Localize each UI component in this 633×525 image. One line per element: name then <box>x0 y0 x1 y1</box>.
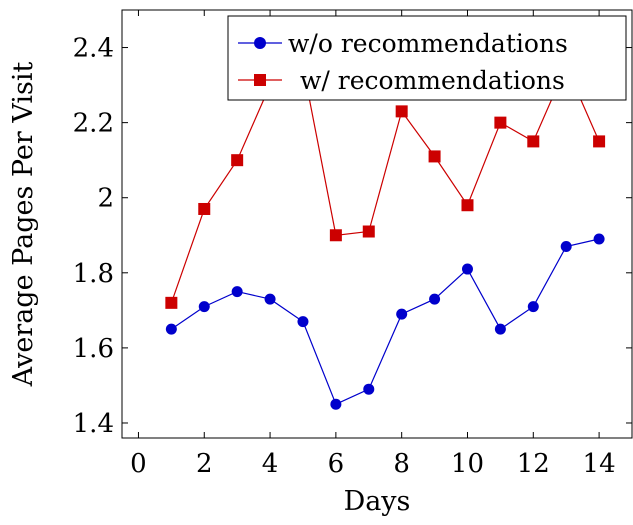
series-line-w-o-recommendations <box>171 238 600 406</box>
data-point-w-o-recommendations <box>165 323 177 335</box>
x-tick-label: 4 <box>262 449 279 479</box>
data-point-w-o-recommendations <box>231 286 243 298</box>
data-point-w-recommendations <box>527 135 540 148</box>
legend-label-w-recommendations: w/ recommendations <box>300 66 565 95</box>
y-axis-label: Average Pages Per Visit <box>8 62 39 388</box>
data-point-w-o-recommendations <box>560 241 572 253</box>
data-point-w-recommendations <box>165 296 178 309</box>
data-point-w-o-recommendations <box>593 233 605 245</box>
data-point-w-recommendations <box>494 116 507 129</box>
data-point-w-o-recommendations <box>429 293 441 305</box>
data-point-w-o-recommendations <box>527 301 539 313</box>
x-tick-label: 0 <box>130 449 147 479</box>
data-point-w-o-recommendations <box>363 383 375 395</box>
legend: w/o recommendations w/ recommendations <box>227 15 627 101</box>
data-point-w-recommendations <box>231 154 244 167</box>
y-tick-label: 2 <box>97 184 114 214</box>
data-point-w-recommendations <box>461 199 474 212</box>
data-point-w-o-recommendations <box>198 301 210 313</box>
data-point-w-o-recommendations <box>330 398 342 410</box>
x-tick-label: 6 <box>328 449 345 479</box>
x-tick-label: 10 <box>451 449 484 479</box>
data-point-w-o-recommendations <box>494 323 506 335</box>
legend-box <box>227 15 627 101</box>
data-point-w-o-recommendations <box>461 263 473 275</box>
x-axis-label: Days <box>344 486 411 517</box>
legend-marker-w-recommendations <box>254 74 266 86</box>
x-tick-label: 8 <box>393 449 410 479</box>
x-tick-label: 2 <box>196 449 213 479</box>
data-point-w-o-recommendations <box>396 308 408 320</box>
x-tick-label: 12 <box>517 449 550 479</box>
data-point-w-recommendations <box>329 229 342 242</box>
y-tick-label: 2.2 <box>73 109 114 139</box>
legend-marker-wo-recommendations <box>254 37 266 49</box>
y-tick-label: 1.6 <box>73 334 114 364</box>
data-point-w-recommendations <box>428 150 441 163</box>
y-tick-label: 1.4 <box>73 409 114 439</box>
series-line-w-recommendations <box>170 64 600 303</box>
data-point-w-recommendations <box>395 105 408 118</box>
y-tick-label: 2.4 <box>73 34 114 64</box>
data-point-w-recommendations <box>593 135 606 148</box>
data-point-w-o-recommendations <box>264 293 276 305</box>
data-point-w-recommendations <box>362 225 375 238</box>
legend-label-wo-recommendations: w/o recommendations <box>288 29 568 58</box>
data-point-w-recommendations <box>198 202 211 215</box>
x-tick-label: 14 <box>583 449 616 479</box>
y-tick-label: 1.8 <box>73 259 114 289</box>
plot-frame <box>121 9 633 439</box>
data-point-w-o-recommendations <box>297 316 309 328</box>
